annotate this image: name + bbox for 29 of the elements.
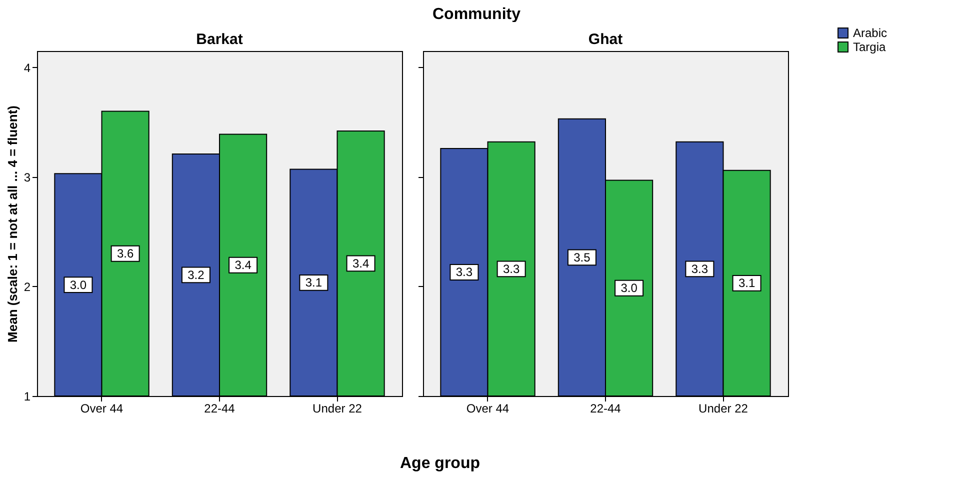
data-label: 3.1 — [305, 276, 322, 290]
x-tick-label: 22-44 — [204, 402, 236, 416]
data-label: 3.4 — [234, 258, 252, 272]
data-label: 3.0 — [620, 281, 638, 296]
text: Community — [432, 6, 522, 24]
x-tick-label: 22-44 — [590, 402, 622, 416]
data-label: 3.4 — [352, 256, 370, 270]
y-tick-label: 1 — [24, 390, 31, 404]
x-axis-title: Age group — [399, 455, 481, 473]
x-tick-label: Over 44 — [466, 402, 510, 416]
data-label: 3.6 — [116, 246, 134, 261]
data-label: 3.1 — [738, 276, 756, 290]
data-label: 3.5 — [574, 250, 591, 264]
legend-label: Targia — [853, 40, 886, 54]
x-tick-label: Under 22 — [698, 402, 748, 416]
y-tick-label: 4 — [24, 60, 31, 75]
data-label: 3.3 — [691, 262, 708, 276]
legend-label: Arabic — [853, 26, 888, 40]
x-tick-label: Over 44 — [80, 402, 124, 416]
chart-title: Ghat — [588, 31, 623, 48]
y-tick-label: 2 — [24, 280, 31, 294]
data-label: 3.3 — [456, 265, 473, 280]
x-tick-label: Under 22 — [312, 402, 362, 416]
chart-title: Barkat — [196, 31, 243, 48]
data-label: 3.0 — [70, 278, 87, 292]
data-label: 3.3 — [502, 262, 520, 276]
y-axis-title: Mean (scale: 1 = not at all ... 4 = fluent) — [4, 106, 20, 342]
y-tick-label: 3 — [24, 170, 31, 184]
data-label: 3.2 — [188, 268, 205, 282]
